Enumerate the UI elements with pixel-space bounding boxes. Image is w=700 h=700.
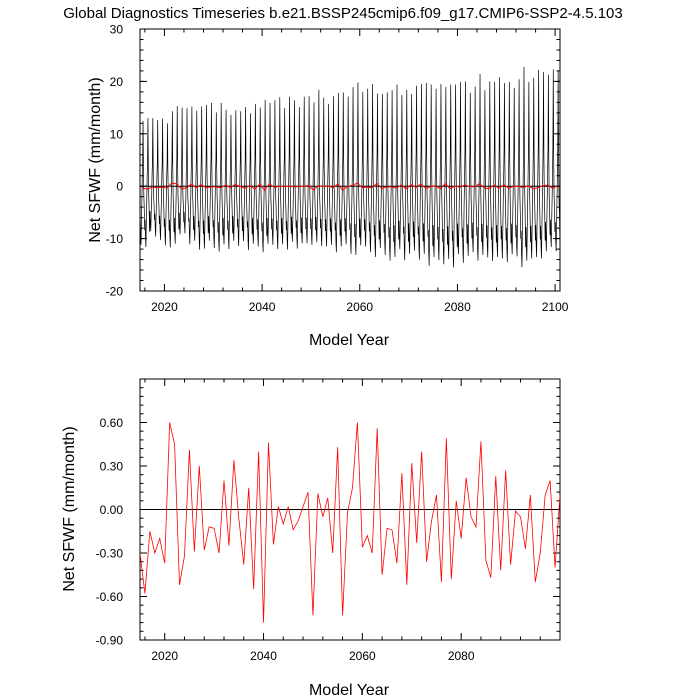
bottom-y-axis-title: Net SFWF (mm/month) (61, 426, 78, 591)
y-tick-label: 20 (110, 75, 124, 89)
x-tick-label: 2080 (444, 300, 471, 314)
top-monthly-series (139, 66, 561, 268)
y-tick-label: 0 (116, 180, 123, 194)
y-tick-label: -0.60 (96, 590, 124, 604)
x-tick-label: 2020 (151, 649, 178, 663)
top-annual-series (142, 182, 558, 192)
top-panel: 2020 2040 2060 2080 2100 -20 -10 0 10 20 30 Model … (87, 23, 569, 350)
y-tick-label: 30 (110, 23, 124, 37)
x-tick-label: 2100 (542, 300, 569, 314)
x-tick-label: 2020 (151, 300, 178, 314)
y-tick-label: 10 (110, 127, 124, 141)
bottom-annual-mean-line (140, 422, 560, 623)
x-tick-label: 2060 (349, 649, 376, 663)
top-monthly-line (139, 66, 561, 268)
y-tick-label: -0.30 (96, 547, 124, 561)
bottom-ticks: 2020 2040 2060 2080 -0.90 -0.60 -0.30 0.00 0.30 0… (96, 378, 560, 663)
y-tick-label: -20 (106, 285, 124, 299)
y-tick-label: 0.00 (100, 503, 124, 517)
top-annual-mean-line (142, 182, 558, 192)
x-tick-label: 2040 (249, 300, 276, 314)
y-tick-label: -10 (106, 232, 124, 246)
bottom-annual-series (140, 422, 560, 623)
x-tick-label: 2040 (250, 649, 277, 663)
x-tick-label: 2060 (346, 300, 373, 314)
top-ticks: 2020 2040 2060 2080 2100 -20 -10 0 10 20 30 (106, 23, 569, 315)
y-tick-label: -0.90 (96, 634, 124, 648)
bottom-panel: 2020 2040 2060 2080 -0.90 -0.60 -0.30 0.00 0.30 0… (61, 378, 561, 699)
y-tick-label: 0.30 (100, 460, 124, 474)
top-y-axis-title: Net SFWF (mm/month) (87, 77, 104, 242)
x-tick-label: 2080 (448, 649, 475, 663)
top-x-axis-title: Model Year (309, 332, 390, 349)
chart-title: Global Diagnostics Timeseries b.e21.BSSP… (63, 5, 622, 22)
top-plot-frame (139, 28, 561, 292)
bottom-x-axis-title: Model Year (309, 682, 390, 699)
y-tick-label: 0.60 (100, 416, 124, 430)
